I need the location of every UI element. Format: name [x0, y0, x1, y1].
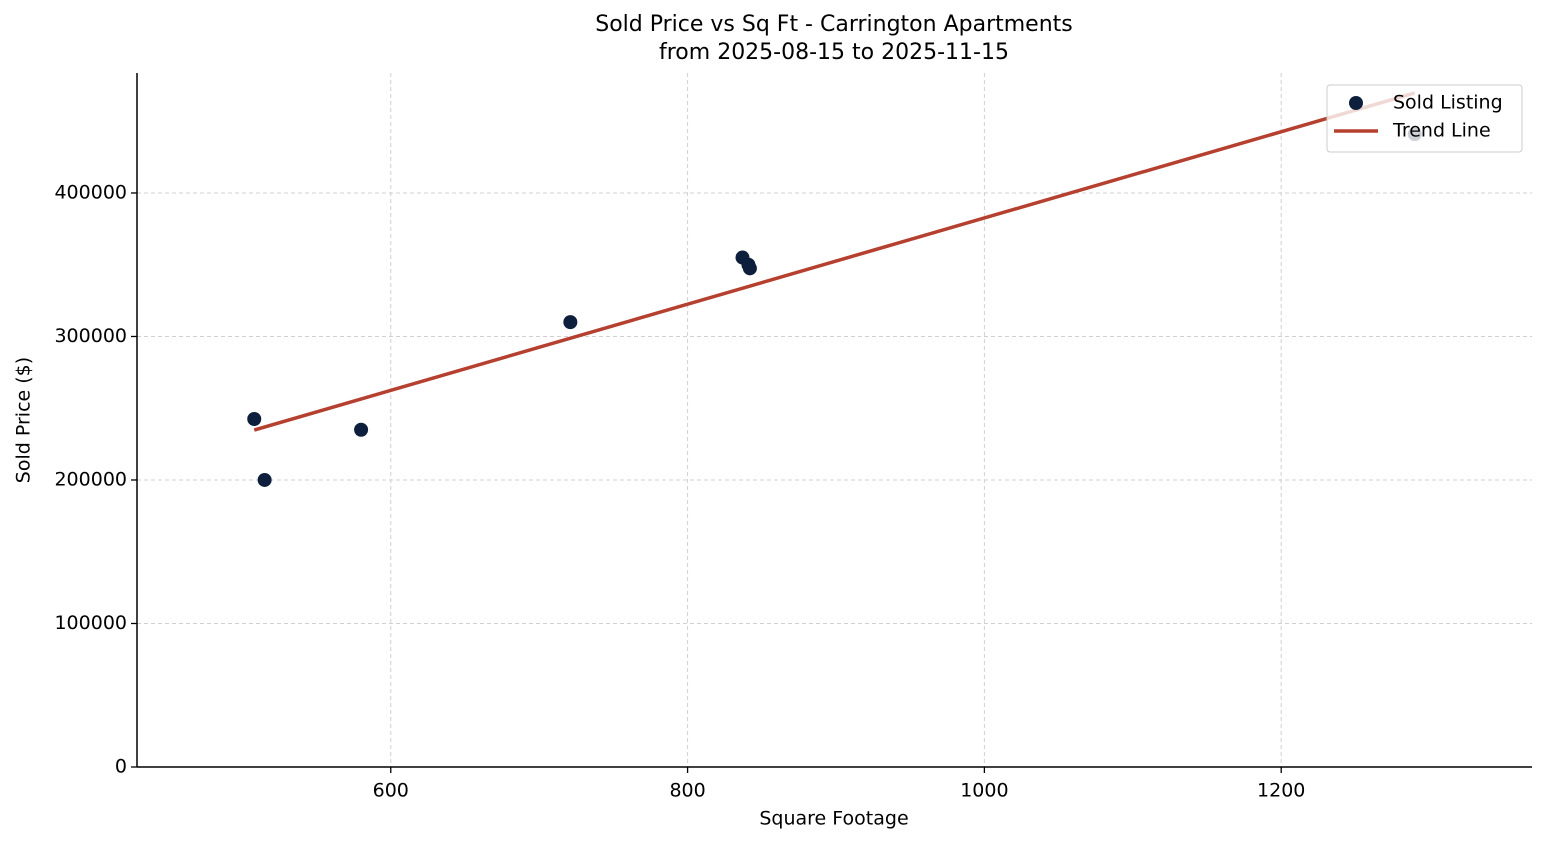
- point: [247, 411, 262, 426]
- chart-subtitle: from 2025-08-15 to 2025-11-15: [659, 40, 1009, 65]
- x-tick-label: 1000: [960, 780, 1008, 802]
- legend-swatch: [1349, 96, 1363, 110]
- y-tick-label: 0: [115, 756, 127, 778]
- grid: [137, 73, 1532, 768]
- legend-box: [1326, 84, 1523, 153]
- trend-line: [253, 91, 1416, 432]
- chart-title: Sold Price vs Sq Ft - Carrington Apartme…: [595, 12, 1073, 37]
- y-tick-label: 200000: [54, 468, 127, 490]
- y-axis-label: Sold Price ($): [13, 357, 35, 483]
- x-axis-label: Square Footage: [759, 808, 908, 830]
- x-tick-label: 600: [373, 780, 409, 802]
- x-tick-label: 1200: [1257, 780, 1305, 802]
- legend-label: Trend Line: [1392, 120, 1491, 142]
- y-tick-label: 100000: [54, 612, 127, 634]
- point: [563, 315, 578, 330]
- y-tick-label: 400000: [54, 181, 127, 203]
- y-tick-label: 300000: [54, 325, 127, 347]
- legend-label: Sold Listing: [1393, 92, 1503, 114]
- x-tick-label: 800: [669, 780, 705, 802]
- point: [257, 472, 272, 487]
- legend: Sold Listing Trend Line: [1326, 84, 1523, 153]
- point: [742, 261, 757, 276]
- point: [354, 422, 369, 437]
